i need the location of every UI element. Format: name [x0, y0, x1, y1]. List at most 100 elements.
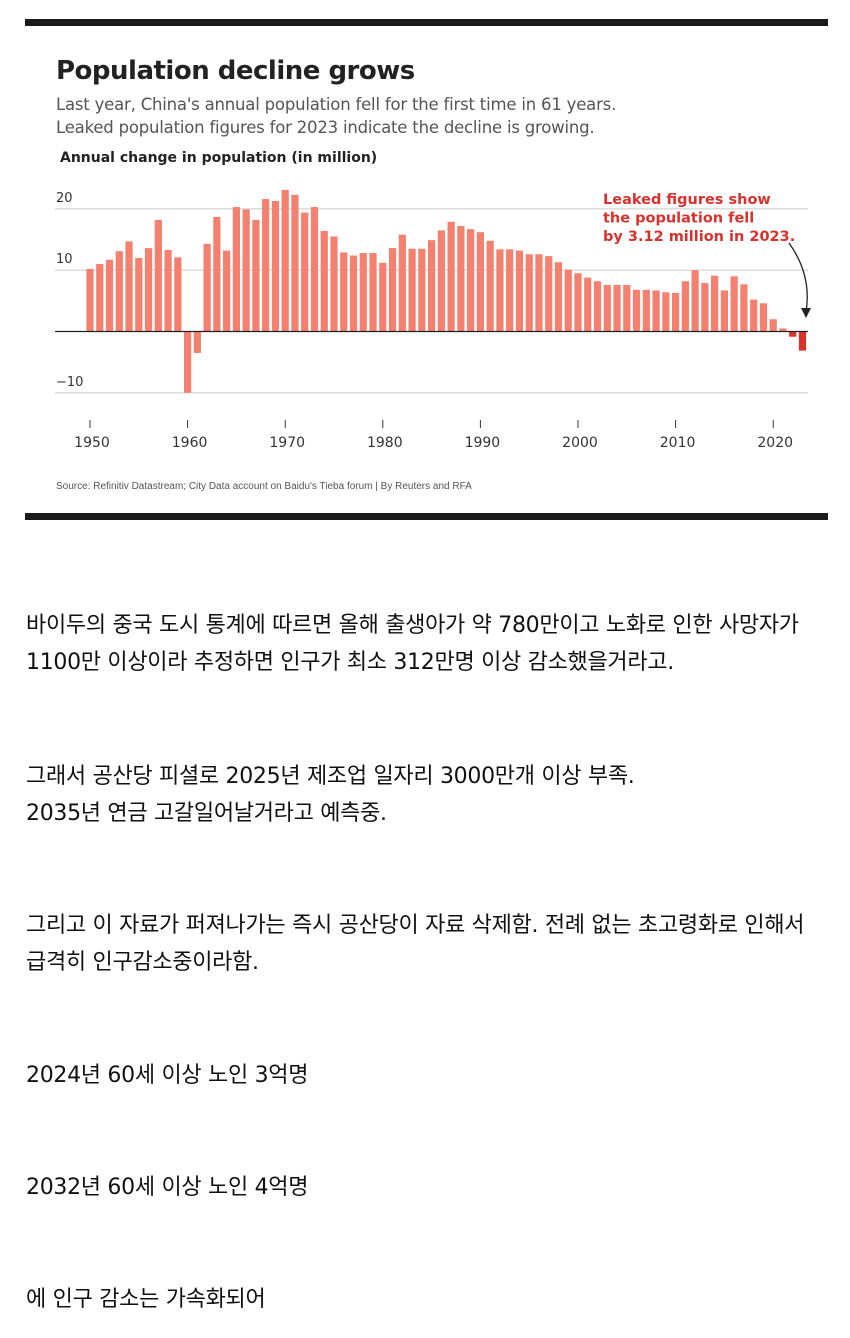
- chart-subtitle-2: Leaked population figures for 2023 indic…: [56, 118, 595, 137]
- bar-1967: [252, 219, 260, 332]
- bar-1995: [525, 254, 533, 332]
- annotation-text: the population fell: [603, 211, 754, 227]
- bar-2010: [672, 292, 680, 332]
- bar-1984: [418, 248, 426, 332]
- bar-2006: [632, 289, 641, 332]
- bar-2017: [740, 284, 748, 332]
- bar-1962: [203, 243, 211, 332]
- bar-2005: [623, 284, 631, 332]
- bar-2009: [662, 292, 670, 332]
- bar-1955: [135, 257, 143, 332]
- bar-1951: [96, 264, 104, 332]
- y-tick-label: 20: [56, 191, 73, 206]
- bar-2003: [603, 284, 611, 332]
- chart-subtitle-1: Last year, China's annual population fel…: [56, 95, 617, 114]
- bar-1974: [320, 230, 328, 332]
- x-tick-label: 1970: [269, 435, 305, 451]
- bar-1965: [232, 207, 240, 332]
- bar-1969: [271, 200, 280, 332]
- bar-1956: [144, 248, 153, 332]
- bar-1991: [486, 240, 494, 332]
- bar-1989: [467, 229, 475, 332]
- bar-2018: [750, 299, 758, 332]
- bar-1987: [447, 221, 455, 332]
- bar-1957: [154, 219, 162, 332]
- bar-2016: [730, 276, 738, 332]
- arrowhead-icon: [801, 308, 811, 318]
- y-tick-label: 10: [56, 252, 73, 267]
- x-tick-label: 1950: [74, 435, 110, 451]
- bar-1972: [301, 212, 309, 332]
- annotation-text: Leaked figures show: [603, 192, 771, 208]
- bar-2008: [652, 290, 660, 332]
- bar-2001: [584, 277, 592, 332]
- bar-2011: [681, 281, 689, 332]
- article-paragraph: 2032년 60세 이상 노인 4억명: [26, 1175, 309, 1200]
- bar-1958: [164, 249, 172, 332]
- article-paragraph: 바이두의 중국 도시 통계에 따르면 올해 출생아가 약 780만이고 노화로 …: [26, 613, 799, 675]
- article-paragraph: 2024년 60세 이상 노인 3억명: [26, 1063, 309, 1088]
- bar-1959: [174, 257, 182, 332]
- bar-2012: [691, 270, 699, 332]
- bar-1993: [506, 249, 514, 332]
- bar-1970: [281, 189, 289, 332]
- bar-1981: [388, 248, 397, 332]
- bar-1963: [213, 216, 221, 332]
- bar-1952: [105, 259, 114, 332]
- chart-source: Source: Refinitiv Datastream; City Data …: [56, 481, 472, 492]
- bar-1986: [437, 230, 445, 332]
- bar-1982: [398, 234, 406, 332]
- bar-1990: [476, 232, 484, 332]
- bar-2022: [789, 331, 797, 337]
- y-tick-label: −10: [56, 375, 83, 390]
- bar-2014: [711, 275, 719, 332]
- bar-1961: [193, 331, 201, 353]
- article-paragraph: 2035년 연금 고갈일어날거라고 예측중.: [26, 801, 387, 826]
- bar-2015: [720, 290, 728, 332]
- bar-2021: [779, 328, 787, 332]
- bar-1979: [369, 253, 377, 332]
- bar-1954: [125, 241, 133, 332]
- chart-title: Population decline grows: [56, 56, 415, 86]
- annotation-arrow: [788, 242, 808, 313]
- bar-1999: [564, 269, 572, 332]
- x-tick-label: 1960: [172, 435, 208, 451]
- bar-1996: [535, 254, 543, 332]
- bottom-rule: [25, 513, 828, 520]
- bar-2019: [759, 303, 768, 332]
- bar-2023: [798, 331, 807, 351]
- bar-1997: [545, 256, 553, 332]
- bar-1950: [86, 268, 94, 332]
- bar-1968: [262, 199, 270, 332]
- bar-1978: [359, 253, 367, 332]
- bar-2013: [701, 283, 709, 332]
- bar-1953: [115, 251, 123, 332]
- bar-1988: [457, 226, 465, 332]
- x-tick-label: 1980: [367, 435, 403, 451]
- bar-2004: [613, 284, 621, 332]
- bar-2000: [574, 273, 582, 332]
- bar-1994: [515, 250, 524, 332]
- bar-1998: [554, 262, 563, 332]
- x-tick-label: 2020: [757, 435, 793, 451]
- bar-1976: [340, 252, 348, 332]
- top-rule: [25, 19, 828, 26]
- bar-1975: [330, 236, 338, 332]
- bar-1966: [242, 209, 250, 332]
- bar-1964: [223, 250, 231, 332]
- bar-1960: [184, 331, 192, 393]
- bar-1983: [408, 248, 416, 332]
- bar-1980: [379, 262, 387, 332]
- x-tick-label: 1990: [465, 435, 501, 451]
- bar-2007: [642, 289, 650, 332]
- bar-1977: [349, 255, 358, 332]
- bar-1992: [496, 249, 504, 332]
- article-paragraph: 에 인구 감소는 가속화되어: [26, 1287, 266, 1312]
- bar-1973: [310, 207, 319, 332]
- bar-1985: [428, 240, 436, 332]
- x-tick-label: 2010: [660, 435, 696, 451]
- article-paragraph: 그래서 공산당 피셜로 2025년 제조업 일자리 3000만개 이상 부족.: [26, 764, 635, 789]
- bar-1971: [291, 194, 299, 332]
- bar-2020: [769, 319, 777, 332]
